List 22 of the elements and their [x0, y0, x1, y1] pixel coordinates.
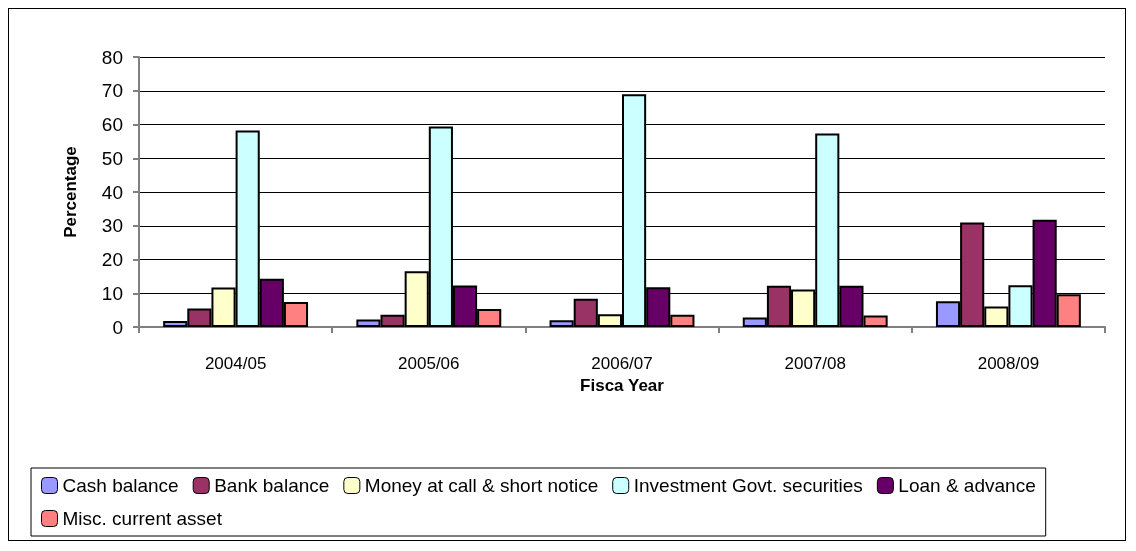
x-tick-label: 2004/05	[204, 354, 267, 373]
legend-label: Cash balance	[62, 475, 179, 496]
x-tick-label: 2008/09	[977, 354, 1040, 373]
x-axis-title: Fisca Year	[580, 376, 665, 395]
legend-label: Misc. current asset	[62, 508, 223, 529]
legend-label: Bank balance	[214, 475, 330, 496]
x-tick-label: 2005/06	[398, 354, 460, 373]
y-tick-label: 50	[101, 147, 123, 169]
legend-label: Investment Govt. securities	[633, 475, 863, 496]
y-tick-label: 0	[112, 316, 123, 338]
legend-label: Loan & advance	[898, 475, 1036, 496]
y-axis-title: Percentage	[61, 146, 80, 238]
y-tick-label: 10	[101, 282, 123, 304]
y-tick-label: 70	[101, 80, 123, 102]
y-tick-label: 20	[101, 249, 123, 270]
x-tick-label: 2006/07	[591, 354, 653, 373]
y-tick-label: 30	[101, 215, 123, 237]
x-tick-label: 2007/08	[784, 354, 846, 373]
y-tick-label: 60	[101, 114, 123, 135]
y-tick-label: 80	[101, 46, 123, 68]
legend-label: Money at call & short notice	[364, 475, 599, 496]
y-tick-label: 40	[101, 181, 123, 203]
